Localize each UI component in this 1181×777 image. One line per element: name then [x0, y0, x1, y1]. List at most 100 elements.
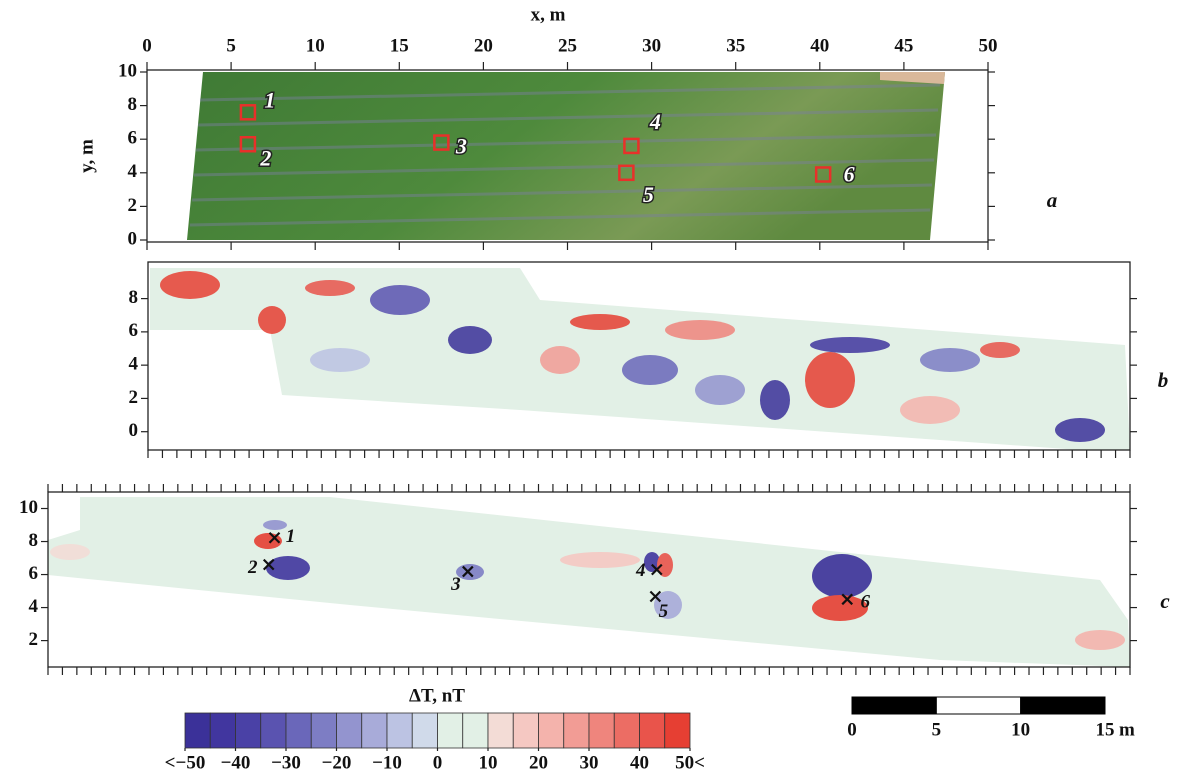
colorbar-swatch	[386, 712, 413, 749]
x-tick-label: 35	[726, 35, 745, 56]
y-tick-label: 4	[29, 596, 39, 617]
colorbar-swatch	[285, 712, 312, 749]
panel-label: a	[1047, 188, 1058, 212]
marker-label: 3	[450, 574, 461, 595]
marker-square	[618, 164, 635, 182]
marker-label: 4	[649, 109, 661, 134]
colorbar-tick-label: −40	[221, 752, 251, 773]
x-tick-label: 0	[142, 35, 152, 56]
anomaly-blobs	[160, 271, 1105, 442]
colorbar-swatch	[184, 712, 211, 749]
colorbar-tick-label: 20	[529, 752, 548, 773]
colorbar-swatch	[563, 712, 590, 749]
y-tick-label: 0	[128, 228, 138, 249]
crop-rows	[189, 83, 941, 227]
marker-square	[239, 135, 257, 153]
y-tick-label: 8	[129, 287, 139, 308]
aerial-photo	[187, 72, 945, 240]
y-tick-label: 4	[128, 161, 138, 182]
x-tick-label: 30	[642, 35, 661, 56]
colorbar-swatch	[411, 712, 438, 749]
marker-cross	[268, 531, 281, 544]
marker-label: 1	[264, 87, 275, 112]
colorbar-tick-label: 0	[433, 752, 443, 773]
x-tick-label: 45	[894, 35, 913, 56]
x-tick-label: 15	[390, 35, 409, 56]
marker-label: 2	[247, 557, 258, 578]
colorbar-swatch	[462, 712, 489, 749]
colorbar-swatch	[639, 712, 666, 749]
x-tick-label: 10	[306, 35, 325, 56]
colorbar-tick-label: −10	[372, 752, 402, 773]
marker-cross	[649, 590, 662, 603]
colorbar-tick-label: 40	[630, 752, 649, 773]
marker-label: 3	[455, 134, 467, 159]
x-tick-label: 25	[558, 35, 577, 56]
scale-segment	[935, 696, 1022, 715]
colorbar-swatch	[538, 712, 565, 749]
scale-label: 15	[1096, 719, 1115, 740]
x-tick-label: 20	[474, 35, 493, 56]
marker-cross	[462, 565, 474, 578]
marker-label: 5	[643, 182, 654, 207]
y-tick-label: 10	[19, 497, 38, 518]
plot-frame	[47, 491, 1131, 668]
colorbar-swatch	[310, 712, 337, 749]
y-tick-label: 6	[128, 128, 138, 149]
colorbar-swatch	[613, 712, 640, 749]
colorbar-tick-label: <−50	[165, 752, 206, 773]
y-tick-label: 6	[29, 563, 39, 584]
marker-label: 2	[259, 145, 271, 170]
colorbar-swatch	[260, 712, 287, 749]
colorbar-tick-label: 30	[580, 752, 599, 773]
colorbar-swatch	[588, 712, 615, 749]
colorbar-title: ΔT, nT	[409, 685, 465, 706]
colorbar-tick-label: −20	[322, 752, 352, 773]
colorbar-swatch	[336, 712, 363, 749]
marker-cross	[262, 558, 275, 571]
y-tick-label: 4	[129, 354, 139, 375]
y-tick-label: 2	[128, 195, 138, 216]
x-tick-label: 40	[810, 35, 829, 56]
colorbar-swatch	[209, 712, 236, 749]
marker-cross	[651, 563, 663, 576]
scale-label: 10	[1011, 719, 1030, 740]
marker-label: 5	[659, 601, 669, 622]
x-tick-label: 50	[979, 35, 998, 56]
colorbar-swatch	[512, 712, 539, 749]
survey-area	[48, 497, 1130, 667]
scale-label: 0	[847, 719, 857, 740]
marker-cross	[841, 593, 854, 606]
y-tick-label: 2	[29, 629, 39, 650]
x-axis-title: x, m	[531, 4, 566, 25]
panel-label: c	[1160, 589, 1170, 613]
road	[880, 72, 945, 84]
colorbar-swatch	[361, 712, 388, 749]
marker-label: 1	[286, 526, 296, 547]
colorbar-swatch	[235, 712, 262, 749]
y-tick-label: 2	[129, 387, 139, 408]
x-tick-label: 5	[226, 35, 236, 56]
scale-segment	[851, 696, 937, 715]
colorbar-swatch	[487, 712, 514, 749]
colorbar-tick-label: 50<	[675, 752, 705, 773]
marker-square	[239, 104, 257, 121]
colorbar-tick-label: 10	[479, 752, 498, 773]
y-tick-label: 0	[129, 420, 139, 441]
y-tick-label: 6	[129, 320, 139, 341]
y-tick-label: 10	[118, 60, 137, 81]
scale-label: 5	[932, 719, 942, 740]
y-tick-label: 8	[128, 94, 138, 115]
scale-unit: m	[1119, 719, 1135, 740]
y-tick-label: 8	[29, 530, 39, 551]
y-axis-title: y, m	[76, 139, 97, 173]
scale-segment	[1020, 696, 1106, 715]
marker-label: 4	[635, 560, 646, 581]
marker-label: 6	[860, 592, 870, 613]
colorbar-tick-label: −30	[271, 752, 301, 773]
marker-square	[623, 137, 640, 155]
marker-square	[433, 134, 450, 151]
panel-label: b	[1158, 368, 1169, 392]
marker-square	[814, 166, 832, 183]
